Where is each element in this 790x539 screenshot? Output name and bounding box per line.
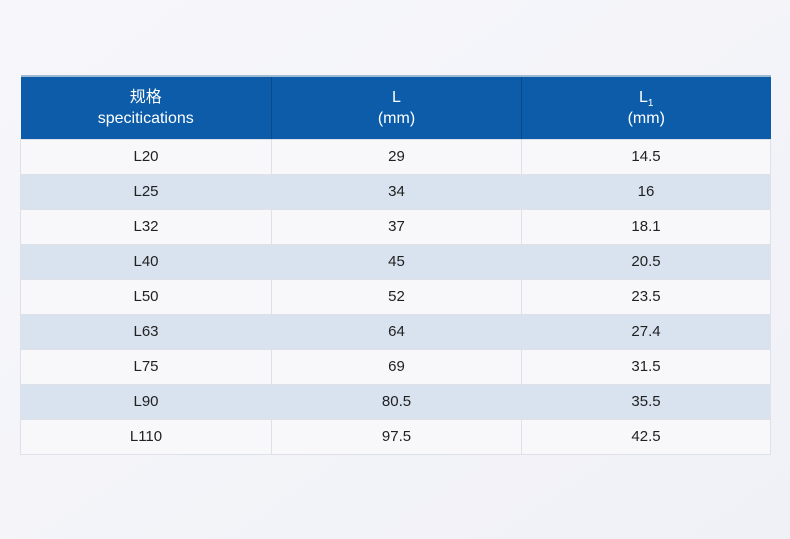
cell-l1: 42.5	[521, 418, 771, 455]
cell-spec: L90	[20, 383, 272, 420]
cell-l1: 16	[521, 173, 771, 210]
cell-l1: 35.5	[521, 383, 771, 420]
cell-l: 34	[271, 173, 522, 210]
header-l1: L1 (mm)	[521, 75, 771, 139]
cell-l1: 27.4	[521, 313, 771, 350]
header-l-symbol: L	[392, 88, 401, 106]
header-specifications: 规格 specitications	[20, 75, 272, 139]
spec-table: 规格 specitications L (mm) L1 (mm) L20 29 …	[20, 75, 771, 455]
header-l1-symbol: L1	[639, 88, 654, 109]
cell-l: 37	[271, 208, 522, 245]
cell-l1: 31.5	[521, 348, 771, 385]
cell-spec: L110	[20, 418, 272, 455]
cell-spec: L63	[20, 313, 272, 350]
table-body: L20 29 14.5 L25 34 16 L32 37 18.1 L40 45…	[20, 138, 771, 455]
cell-spec: L75	[20, 348, 272, 385]
table-row: L50 52 23.5	[20, 278, 771, 315]
table-row: L25 34 16	[20, 173, 771, 210]
table-row: L90 80.5 35.5	[20, 383, 771, 420]
table-header: 规格 specitications L (mm) L1 (mm)	[20, 75, 771, 139]
table-row: L63 64 27.4	[20, 313, 771, 350]
cell-spec: L25	[20, 173, 272, 210]
header-l: L (mm)	[271, 75, 522, 139]
cell-l1: 23.5	[521, 278, 771, 315]
table-row: L20 29 14.5	[20, 138, 771, 175]
cell-l1: 18.1	[521, 208, 771, 245]
cell-l: 64	[271, 313, 522, 350]
cell-l: 29	[271, 138, 522, 175]
cell-spec: L50	[20, 278, 272, 315]
cell-l: 52	[271, 278, 522, 315]
cell-l1: 14.5	[521, 138, 771, 175]
table-row: L40 45 20.5	[20, 243, 771, 280]
header-l1-unit: (mm)	[627, 109, 665, 127]
header-l-unit: (mm)	[377, 109, 416, 127]
cell-l: 80.5	[271, 383, 522, 420]
table-row: L32 37 18.1	[20, 208, 771, 245]
cell-l: 45	[271, 243, 522, 280]
cell-l1: 20.5	[521, 243, 771, 280]
cell-spec: L40	[20, 243, 272, 280]
cell-l: 97.5	[271, 418, 522, 455]
header-row: 规格 specitications L (mm) L1 (mm)	[20, 75, 771, 139]
header-specifications-cn: 规格	[129, 88, 162, 106]
table-row: L75 69 31.5	[20, 348, 771, 385]
table-row: L110 97.5 42.5	[20, 418, 771, 455]
cell-spec: L20	[20, 138, 272, 175]
cell-spec: L32	[20, 208, 272, 245]
header-specifications-en: specitications	[97, 109, 194, 127]
cell-l: 69	[271, 348, 522, 385]
header-l1-subscript: 1	[647, 97, 654, 109]
